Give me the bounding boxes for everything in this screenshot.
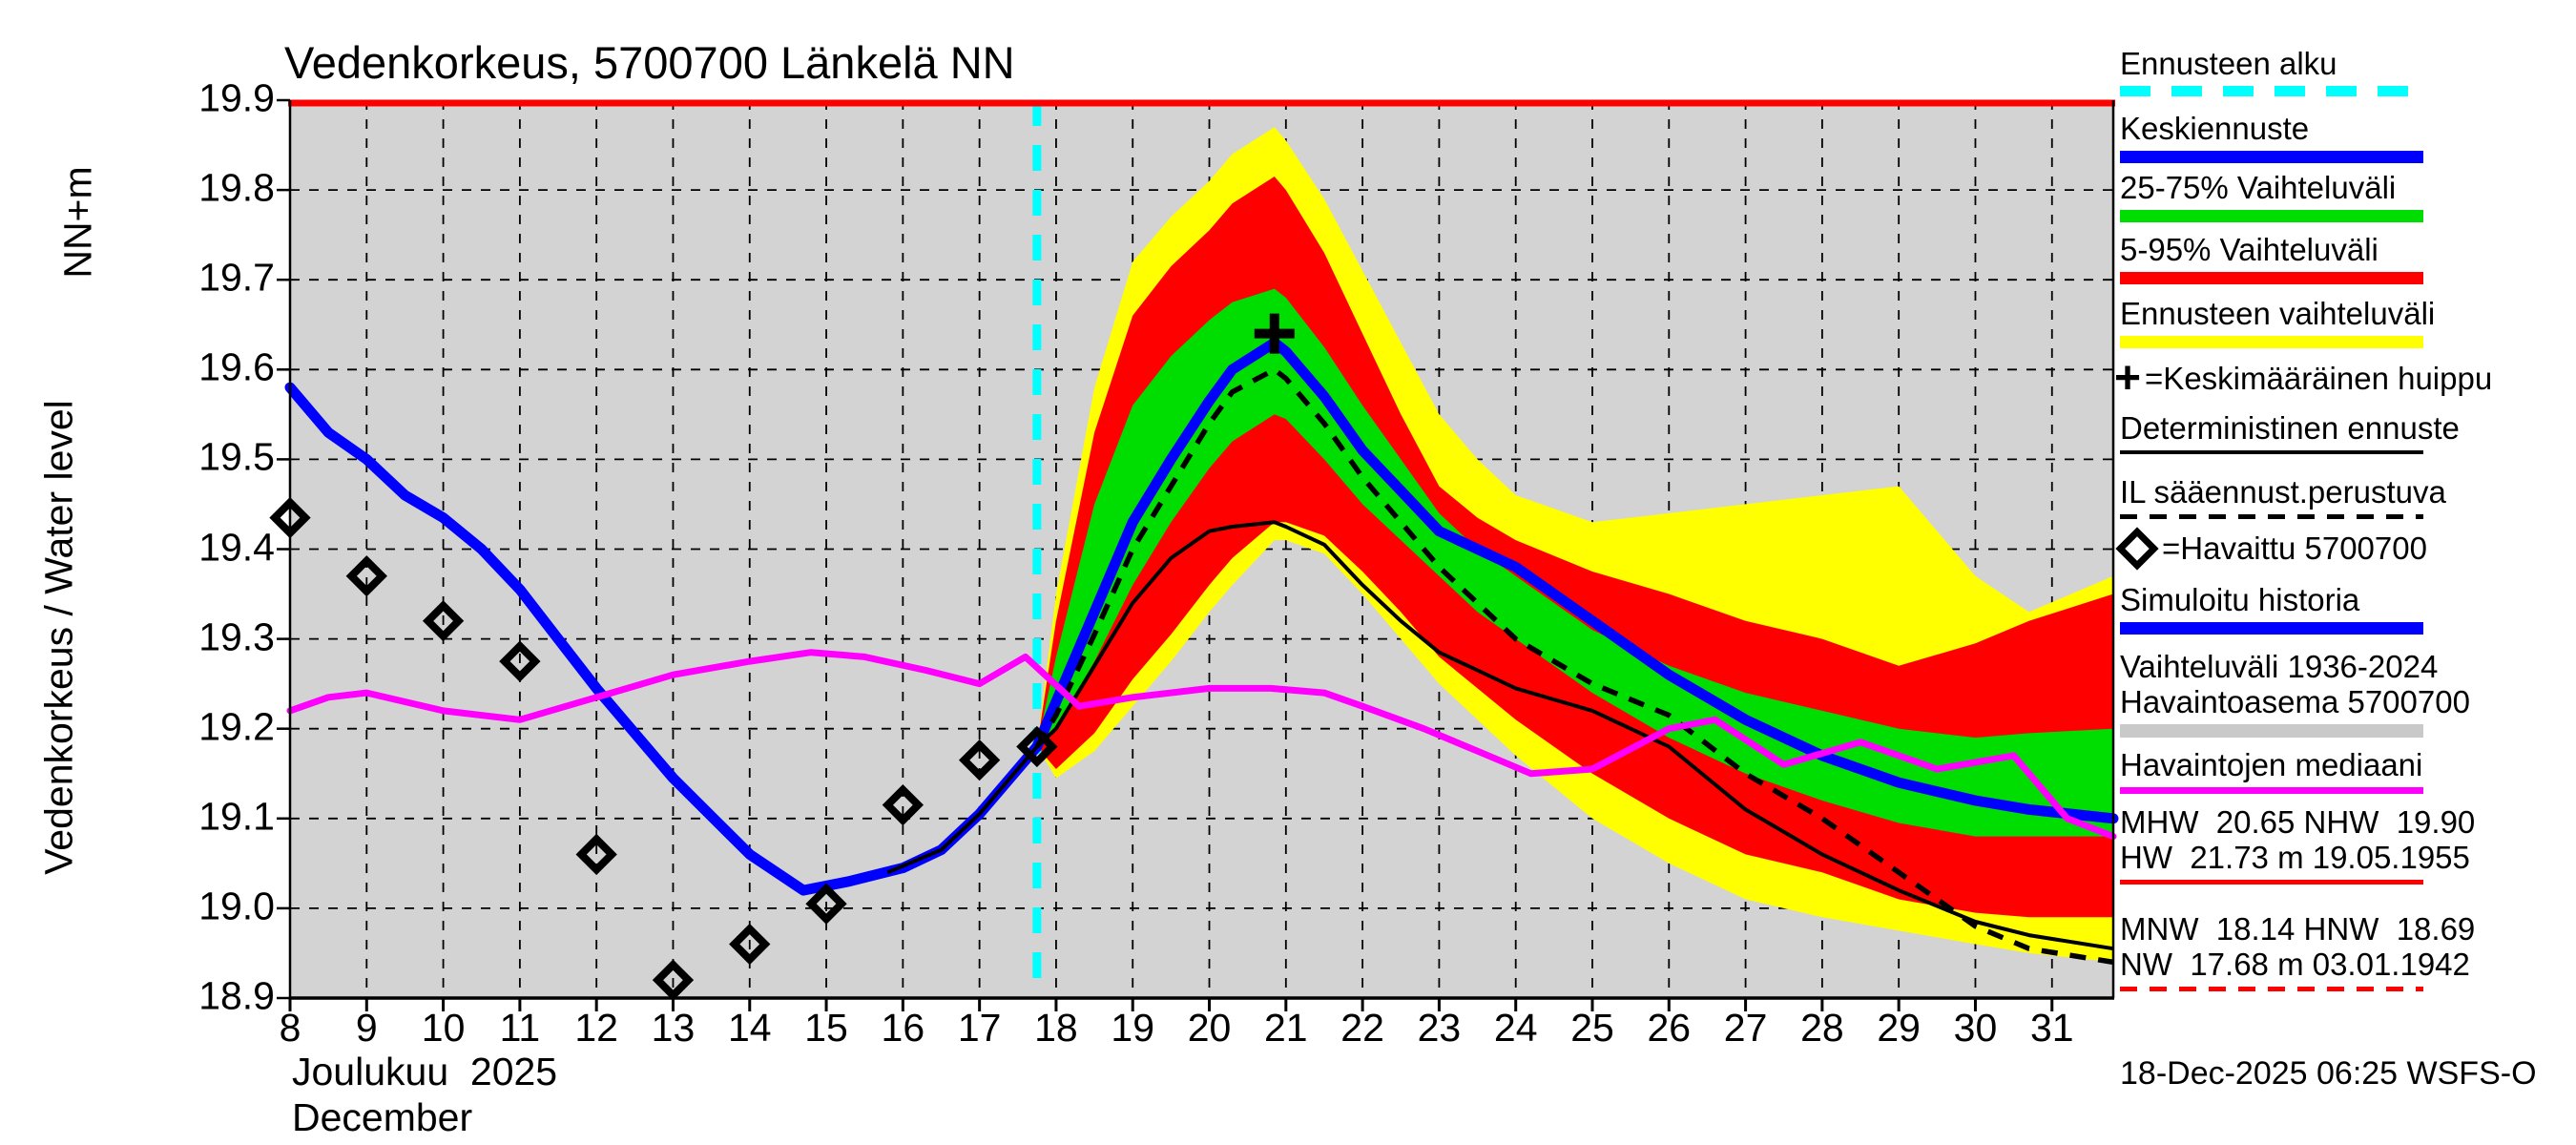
y-axis-unit-label: NN+m — [55, 166, 100, 279]
observed-marker — [499, 640, 541, 682]
y-tick-label: 19.3 — [198, 614, 275, 659]
mean-peak-marker — [1254, 313, 1295, 354]
observed-marker — [805, 883, 847, 925]
x-tick-label: 10 — [421, 1006, 466, 1050]
x-tick-label: 16 — [881, 1006, 925, 1050]
x-tick-label: 25 — [1570, 1006, 1614, 1050]
x-tick-label: 14 — [727, 1006, 772, 1050]
series-deterministic — [1035, 520, 2114, 951]
x-tick-label: 13 — [651, 1006, 696, 1050]
x-tick-label: 11 — [499, 1006, 541, 1050]
series-mean-forecast — [1031, 337, 2119, 824]
x-tick-label: 21 — [1264, 1006, 1308, 1050]
x-tick-label: 12 — [574, 1006, 618, 1050]
x-axis-month-finnish: Joulukuu 2025 — [292, 1050, 558, 1093]
y-tick-label: 19.6 — [198, 344, 275, 389]
x-tick-label: 24 — [1493, 1006, 1538, 1050]
observed-marker — [1016, 725, 1058, 768]
y-tick-label: 19.8 — [198, 165, 275, 210]
y-tick-label: 19.4 — [198, 525, 275, 570]
x-tick-label: 22 — [1340, 1006, 1384, 1050]
observed-marker — [422, 600, 465, 642]
y-tick-label: 19.9 — [198, 75, 275, 120]
band-25-75 — [1036, 288, 2113, 837]
series-deterministic-history — [886, 745, 1039, 875]
observed-marker — [729, 923, 771, 966]
x-tick-label: 29 — [1877, 1006, 1921, 1050]
observed-marker — [652, 959, 695, 1001]
x-tick-label: 30 — [1953, 1006, 1998, 1050]
x-tick-label: 20 — [1187, 1006, 1232, 1050]
x-axis-month-english: December — [292, 1095, 473, 1139]
observed-marker — [575, 833, 617, 876]
y-tick-label: 19.5 — [198, 435, 275, 480]
x-tick-label: 17 — [957, 1006, 1002, 1050]
x-tick-label: 8 — [279, 1006, 301, 1050]
x-tick-label: 18 — [1034, 1006, 1078, 1050]
x-tick-label: 27 — [1723, 1006, 1768, 1050]
x-tick-label: 26 — [1647, 1006, 1692, 1050]
timestamp: 18-Dec-2025 06:25 WSFS-O — [2120, 1055, 2537, 1092]
x-tick-label: 28 — [1800, 1006, 1844, 1050]
y-tick-label: 18.9 — [198, 973, 275, 1018]
x-tick-label: 31 — [2029, 1006, 2074, 1050]
observed-marker — [958, 739, 1001, 781]
series-il-weather-forecast — [1034, 366, 2114, 966]
observed-marker — [345, 555, 387, 597]
y-tick-label: 19.0 — [198, 884, 275, 928]
x-tick-label: 15 — [804, 1006, 848, 1050]
x-tick-label: 23 — [1417, 1006, 1462, 1050]
y-tick-label: 19.1 — [198, 794, 275, 839]
y-axis-label: Vedenkorkeus / Water level — [36, 400, 81, 875]
observed-marker — [882, 784, 924, 826]
x-tick-label: 19 — [1111, 1006, 1155, 1050]
series-observation-median — [286, 649, 2117, 841]
y-tick-label: 19.7 — [198, 255, 275, 300]
y-tick-label: 19.2 — [198, 704, 275, 749]
x-tick-label: 9 — [355, 1006, 378, 1050]
chart-title: Vedenkorkeus, 5700700 Länkelä NN — [284, 37, 1015, 88]
